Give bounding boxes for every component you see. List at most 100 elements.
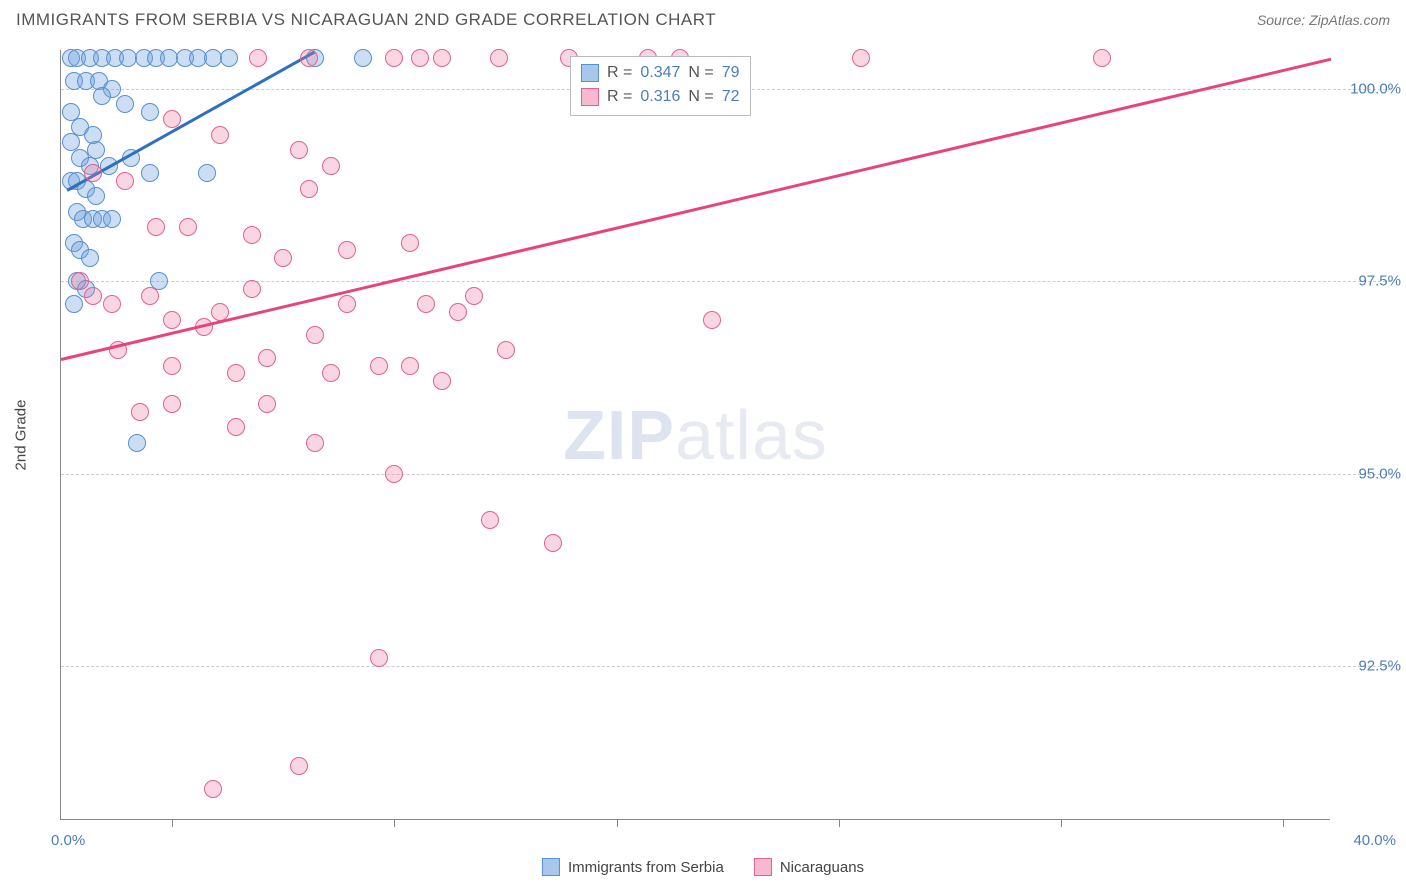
data-point [401,234,419,252]
data-point [385,49,403,67]
data-point [306,434,324,452]
legend-item-serbia: Immigrants from Serbia [542,858,724,876]
data-point [465,287,483,305]
watermark-atlas: atlas [675,396,828,474]
data-point [338,295,356,313]
x-axis-min-label: 0.0% [51,832,85,849]
data-point [141,164,159,182]
source-name: ZipAtlas.com [1309,12,1390,28]
data-point [211,126,229,144]
data-point [306,326,324,344]
data-point [258,349,276,367]
data-point [220,49,238,67]
watermark: ZIPatlas [563,395,828,475]
data-point [179,218,197,236]
data-point [163,110,181,128]
stats-row-nicaraguan: R = 0.316 N = 72 [581,85,740,109]
x-tick [394,819,395,827]
data-point [87,141,105,159]
data-point [141,103,159,121]
data-point [81,249,99,267]
data-point [243,280,261,298]
gridline [61,474,1391,475]
x-tick [172,819,173,827]
r-label: R = [607,85,632,109]
y-tick-label: 97.5% [1341,273,1401,290]
gridline [61,281,1391,282]
data-point [87,187,105,205]
swatch-nicaraguan [581,88,599,106]
legend-label-serbia: Immigrants from Serbia [568,859,724,876]
data-point [544,534,562,552]
data-point [116,172,134,190]
data-point [71,272,89,290]
y-tick-label: 92.5% [1341,658,1401,675]
data-point [370,649,388,667]
data-point [290,757,308,775]
data-point [852,49,870,67]
x-tick [1283,819,1284,827]
data-point [249,49,267,67]
r-value-nicaraguan: 0.316 [640,85,680,109]
data-point [354,49,372,67]
legend-label-nicaraguan: Nicaraguans [780,859,864,876]
r-label: R = [607,61,632,85]
chart-source: Source: ZipAtlas.com [1257,12,1390,28]
data-point [703,311,721,329]
data-point [449,303,467,321]
data-point [198,164,216,182]
data-point [411,49,429,67]
data-point [128,434,146,452]
data-point [300,49,318,67]
swatch-serbia [581,64,599,82]
data-point [490,49,508,67]
data-point [84,287,102,305]
data-point [258,395,276,413]
data-point [227,418,245,436]
data-point [417,295,435,313]
y-tick-label: 95.0% [1341,465,1401,482]
n-value-nicaraguan: 72 [722,85,740,109]
data-point [290,141,308,159]
data-point [141,287,159,305]
chart-header: IMMIGRANTS FROM SERBIA VS NICARAGUAN 2ND… [0,0,1406,40]
data-point [433,49,451,67]
legend-swatch-nicaraguan [754,858,772,876]
data-point [338,241,356,259]
data-point [204,780,222,798]
data-point [433,372,451,390]
watermark-zip: ZIP [563,396,675,474]
x-axis-max-label: 40.0% [1353,832,1396,849]
n-label: N = [688,85,713,109]
data-point [1093,49,1111,67]
data-point [274,249,292,267]
x-tick [617,819,618,827]
data-point [401,357,419,375]
legend-swatch-serbia [542,858,560,876]
n-label: N = [688,61,713,85]
bottom-legend: Immigrants from Serbia Nicaraguans [542,858,864,876]
data-point [481,511,499,529]
data-point [147,218,165,236]
data-point [370,357,388,375]
data-point [65,295,83,313]
data-point [243,226,261,244]
data-point [103,295,121,313]
source-prefix: Source: [1257,12,1309,28]
data-point [227,364,245,382]
data-point [497,341,515,359]
data-point [300,180,318,198]
x-tick [1061,819,1062,827]
data-point [322,157,340,175]
data-point [385,465,403,483]
trend-line [67,50,316,191]
stats-legend: R = 0.347 N = 79 R = 0.316 N = 72 [570,56,751,116]
data-point [163,395,181,413]
data-point [163,311,181,329]
legend-item-nicaraguan: Nicaraguans [754,858,864,876]
data-point [322,364,340,382]
data-point [131,403,149,421]
data-point [116,95,134,113]
data-point [163,357,181,375]
r-value-serbia: 0.347 [640,61,680,85]
